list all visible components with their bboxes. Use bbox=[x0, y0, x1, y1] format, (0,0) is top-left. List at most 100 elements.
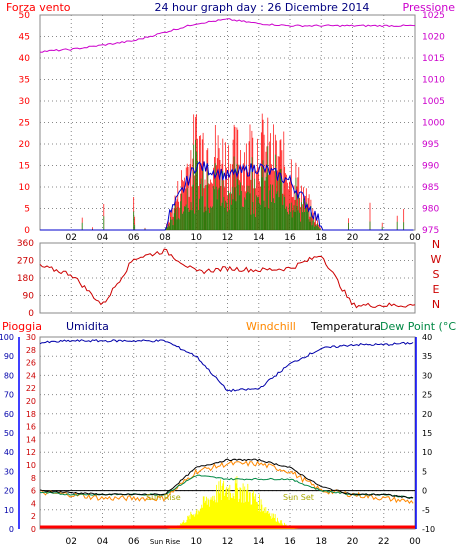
temperature-tick: 15 bbox=[422, 429, 432, 438]
wind-x-tick: 18 bbox=[316, 233, 328, 243]
wind-x-tick: 12 bbox=[222, 233, 233, 243]
temperature-x-tick: 22 bbox=[378, 537, 389, 547]
pressure-y-tick: 1010 bbox=[422, 76, 445, 86]
wind-x-tick: 16 bbox=[284, 233, 296, 243]
pressure-y-tick: 980 bbox=[422, 205, 439, 215]
compass-letter: N bbox=[432, 238, 440, 251]
temperature-tick: 25 bbox=[422, 391, 432, 400]
pressure-line bbox=[39, 18, 416, 53]
wind-x-tick: 00 bbox=[409, 233, 421, 243]
wind-y-tick: 10 bbox=[19, 183, 31, 193]
dewpoint-label: Dew Point (°C bbox=[380, 320, 456, 333]
wind-x-tick: 20 bbox=[347, 233, 359, 243]
direction-grid bbox=[40, 243, 415, 313]
wind-y-tick: 25 bbox=[19, 119, 30, 129]
direction-y-tick: 0 bbox=[28, 309, 34, 319]
rain-tick: 0 bbox=[31, 525, 36, 534]
temperature-tick: -10 bbox=[422, 525, 435, 534]
humidity-tick: 10 bbox=[4, 506, 14, 515]
compass-letter: W bbox=[431, 253, 442, 266]
temperature-x-tick: 12 bbox=[222, 537, 233, 547]
wind-gust-line bbox=[81, 139, 405, 230]
wind-x-tick: 06 bbox=[128, 233, 140, 243]
humidity-tick: 90 bbox=[4, 352, 14, 361]
temperature-tick: -5 bbox=[422, 506, 430, 515]
direction-series bbox=[39, 248, 416, 309]
wind-grid bbox=[40, 15, 415, 230]
rain-tick: 10 bbox=[26, 461, 36, 470]
humidity-tick: 100 bbox=[0, 333, 14, 342]
direction-y-ticks: 360 270 180 90 0 bbox=[17, 239, 34, 319]
pressure-y-tick: 995 bbox=[422, 140, 439, 150]
rain-tick: 30 bbox=[26, 333, 36, 342]
wind-y-tick: 40 bbox=[19, 54, 31, 64]
wind-y-tick: 45 bbox=[19, 33, 30, 43]
pressure-y-tick: 1015 bbox=[422, 54, 445, 64]
rain-tick: 16 bbox=[26, 423, 36, 432]
wind-y-tick: 35 bbox=[19, 76, 30, 86]
rain-tick: 20 bbox=[26, 397, 36, 406]
temperature-tick: 20 bbox=[422, 410, 432, 419]
humidity-tick: 40 bbox=[4, 448, 14, 457]
rain-tick: 24 bbox=[26, 371, 36, 380]
temperature-x-tick: 10 bbox=[191, 537, 203, 547]
pressure-y-tick: 1020 bbox=[422, 33, 445, 43]
humidity-tick: 20 bbox=[4, 487, 14, 496]
wind-average-line bbox=[40, 161, 414, 231]
sunset-label: Sun Set bbox=[283, 493, 314, 502]
wind-y-tick: 5 bbox=[24, 205, 30, 215]
rain-label: Pioggia bbox=[2, 320, 42, 333]
windchill-line bbox=[39, 460, 414, 504]
pressure-y-tick: 990 bbox=[422, 162, 439, 172]
temperature-ticks: 1009080706050403020100302826242220181614… bbox=[0, 333, 435, 534]
wind-x-tick: 04 bbox=[97, 233, 109, 243]
humidity-line bbox=[39, 339, 414, 393]
pressure-y-ticks: 975 980 985 990 995 1000 1005 1010 1015 1020 1025 bbox=[422, 11, 445, 236]
wind-x-tick: 02 bbox=[66, 233, 77, 243]
rain-tick: 28 bbox=[26, 346, 36, 355]
compass-letter: N bbox=[432, 298, 440, 311]
temperature-x-tick: 04 bbox=[97, 537, 109, 547]
temperature-series bbox=[39, 339, 415, 529]
temperature-x-tick: 18 bbox=[316, 537, 328, 547]
rain-tick: 8 bbox=[31, 474, 36, 483]
wind-y-tick: 20 bbox=[19, 140, 31, 150]
rain-tick: 18 bbox=[26, 410, 36, 419]
direction-line bbox=[39, 248, 416, 309]
wind-x-tick: 08 bbox=[159, 233, 171, 243]
humidity-tick: 0 bbox=[9, 525, 14, 534]
wind-y-ticks: 0 5 10 15 20 25 30 35 40 45 50 bbox=[19, 11, 31, 236]
humidity-tick: 30 bbox=[4, 467, 14, 476]
temperature-x-tick: 16 bbox=[284, 537, 296, 547]
page-title: 24 hour graph day : 26 Dicembre 2014 bbox=[155, 1, 370, 14]
temperature-x-tick: Sun Rise bbox=[150, 538, 180, 546]
humidity-label: Umidita bbox=[66, 320, 109, 333]
wind-series bbox=[39, 18, 416, 231]
rain-tick: 14 bbox=[26, 435, 36, 444]
wind-y-tick: 50 bbox=[19, 11, 31, 21]
temperature-tick: 0 bbox=[422, 487, 427, 496]
rain-tick: 6 bbox=[31, 487, 36, 496]
rain-tick: 26 bbox=[26, 359, 36, 368]
humidity-tick: 80 bbox=[4, 371, 14, 380]
pressure-y-tick: 985 bbox=[422, 183, 439, 193]
temperature-x-tick: 00 bbox=[409, 537, 421, 547]
compass-letter: E bbox=[433, 283, 440, 296]
temperature-label: Temperatura bbox=[310, 320, 381, 333]
pressure-y-tick: 975 bbox=[422, 226, 439, 236]
temperature-tick: 5 bbox=[422, 467, 427, 476]
wind-y-tick: 0 bbox=[24, 226, 30, 236]
rain-tick: 2 bbox=[31, 512, 36, 521]
temperature-panel: 1009080706050403020100302826242220181614… bbox=[0, 320, 456, 547]
temperature-tick: 40 bbox=[422, 333, 432, 342]
wind-y-tick: 30 bbox=[19, 97, 31, 107]
pressure-y-tick: 1025 bbox=[422, 11, 445, 21]
wind-x-tick: 14 bbox=[253, 233, 265, 243]
temperature-x-tick: 20 bbox=[347, 537, 359, 547]
temperature-x-tick: 02 bbox=[66, 537, 77, 547]
compass-letter: S bbox=[433, 268, 440, 281]
rain-tick: 22 bbox=[26, 384, 36, 393]
